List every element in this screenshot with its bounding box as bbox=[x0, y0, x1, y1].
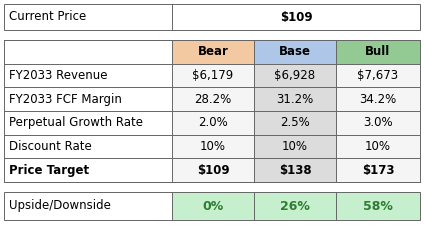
Bar bbox=[336, 87, 420, 111]
Text: FY2033 FCF Margin: FY2033 FCF Margin bbox=[9, 93, 122, 106]
Text: $109: $109 bbox=[197, 164, 229, 177]
Text: $6,928: $6,928 bbox=[274, 69, 315, 82]
Bar bbox=[254, 135, 336, 158]
Bar bbox=[254, 111, 336, 135]
Bar bbox=[336, 40, 420, 64]
Text: $6,179: $6,179 bbox=[192, 69, 234, 82]
Text: 10%: 10% bbox=[200, 140, 226, 153]
Bar bbox=[172, 111, 254, 135]
Bar bbox=[254, 158, 336, 182]
Bar bbox=[254, 87, 336, 111]
Text: FY2033 Revenue: FY2033 Revenue bbox=[9, 69, 108, 82]
Text: 31.2%: 31.2% bbox=[276, 93, 314, 106]
Text: 28.2%: 28.2% bbox=[194, 93, 232, 106]
Text: $138: $138 bbox=[279, 164, 311, 177]
Text: 10%: 10% bbox=[282, 140, 308, 153]
Text: Current Price: Current Price bbox=[9, 10, 86, 24]
Bar bbox=[172, 40, 254, 64]
Text: 2.0%: 2.0% bbox=[198, 116, 228, 129]
Bar bbox=[172, 64, 254, 87]
Bar bbox=[172, 192, 254, 220]
Bar bbox=[254, 192, 336, 220]
Bar bbox=[4, 4, 420, 30]
Text: 34.2%: 34.2% bbox=[360, 93, 396, 106]
Bar bbox=[336, 135, 420, 158]
Text: Perpetual Growth Rate: Perpetual Growth Rate bbox=[9, 116, 143, 129]
Text: Base: Base bbox=[279, 45, 311, 58]
Text: Discount Rate: Discount Rate bbox=[9, 140, 92, 153]
Text: Upside/Downside: Upside/Downside bbox=[9, 200, 111, 212]
Bar bbox=[4, 40, 420, 182]
Text: $109: $109 bbox=[280, 10, 312, 24]
Bar bbox=[172, 158, 254, 182]
Text: 2.5%: 2.5% bbox=[280, 116, 310, 129]
Text: Price Target: Price Target bbox=[9, 164, 89, 177]
Bar bbox=[172, 87, 254, 111]
Text: Bear: Bear bbox=[198, 45, 229, 58]
Text: $7,673: $7,673 bbox=[357, 69, 399, 82]
Text: $173: $173 bbox=[362, 164, 394, 177]
Bar bbox=[336, 192, 420, 220]
Bar bbox=[336, 158, 420, 182]
Bar bbox=[172, 135, 254, 158]
Text: 58%: 58% bbox=[363, 200, 393, 212]
Bar bbox=[254, 64, 336, 87]
Text: 0%: 0% bbox=[202, 200, 223, 212]
Text: Bull: Bull bbox=[365, 45, 391, 58]
Bar bbox=[4, 192, 420, 220]
Text: 10%: 10% bbox=[365, 140, 391, 153]
Text: 26%: 26% bbox=[280, 200, 310, 212]
Bar bbox=[336, 111, 420, 135]
Bar bbox=[336, 64, 420, 87]
Bar bbox=[254, 40, 336, 64]
Text: 3.0%: 3.0% bbox=[363, 116, 393, 129]
